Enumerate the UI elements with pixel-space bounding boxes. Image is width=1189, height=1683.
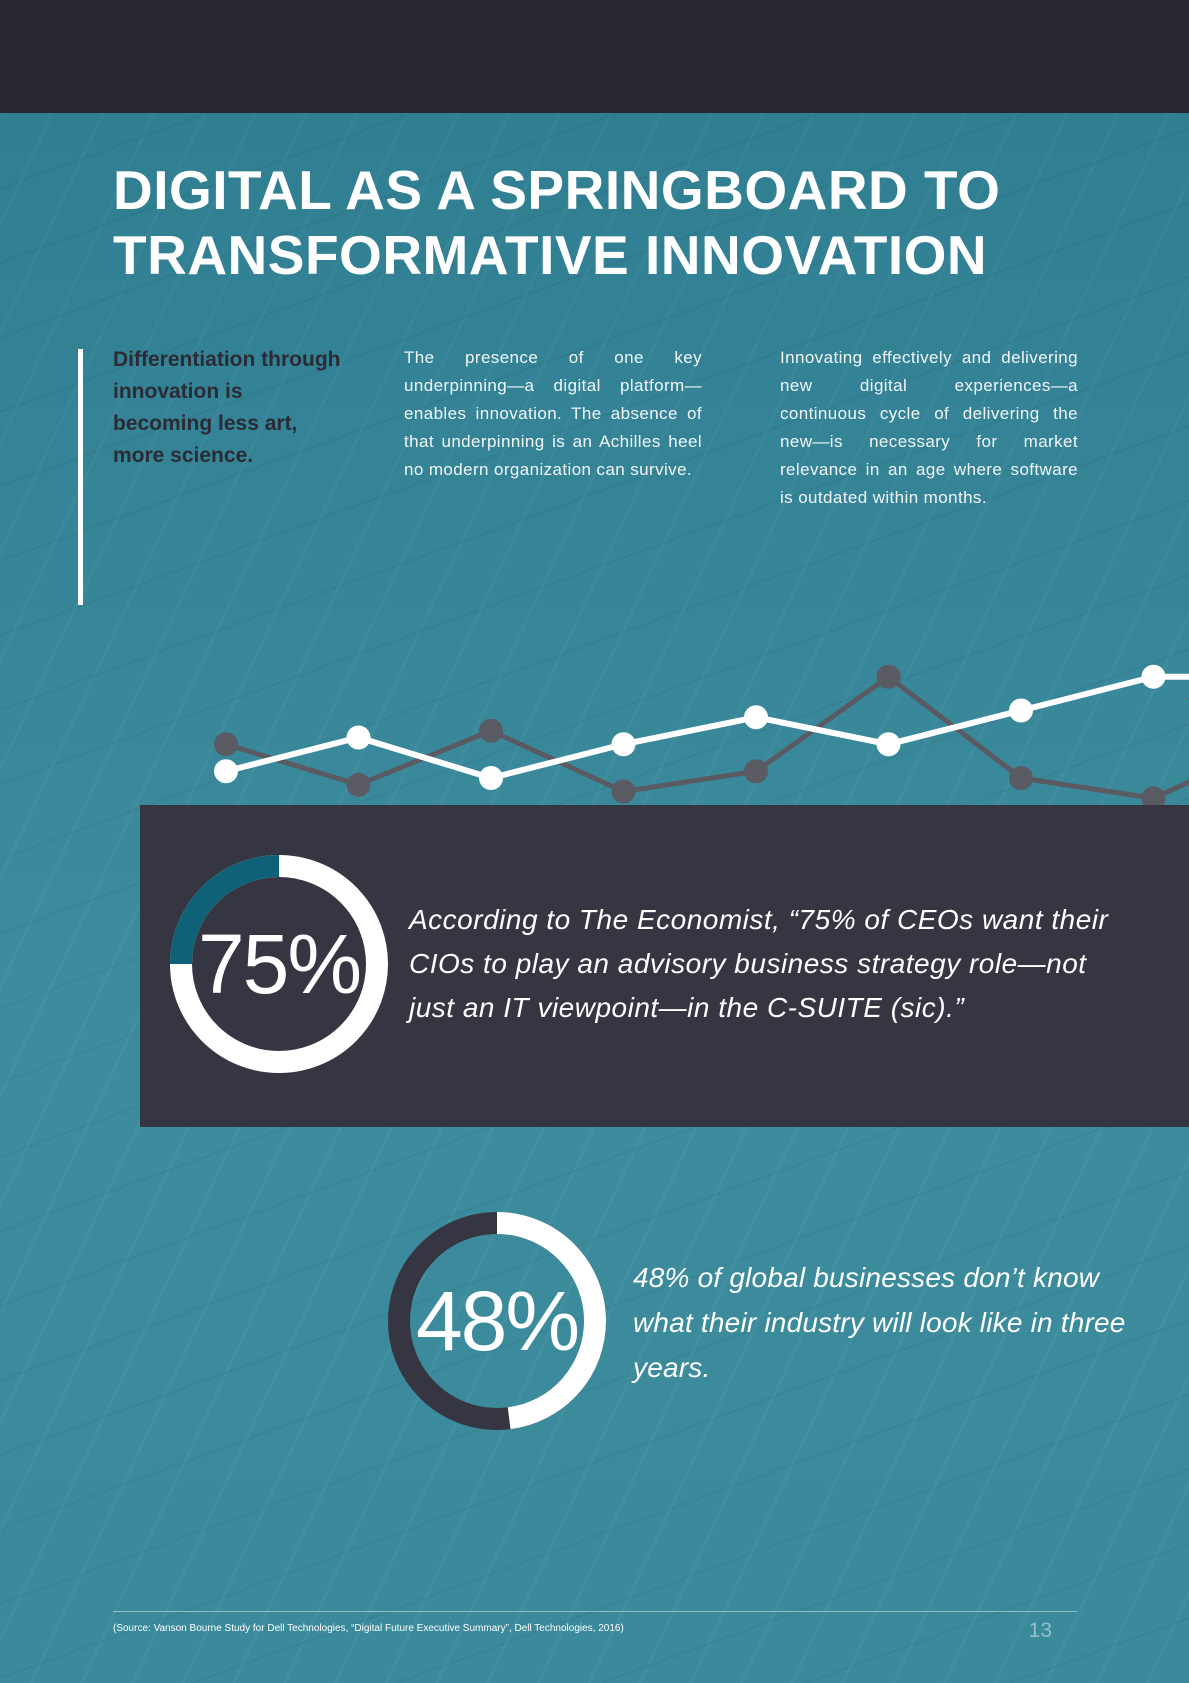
chart-point-s1-1 [214, 732, 238, 757]
chart-point-s2-3 [479, 766, 503, 790]
chart-point-s1-4 [611, 779, 636, 804]
decorative-line-chart [214, 664, 1189, 810]
donut-48: 48% [386, 1210, 608, 1432]
page-title-line-2: TRANSFORMATIVE INNOVATION [113, 224, 988, 286]
donut-75-segment [170, 855, 388, 1073]
chart-point-s2-5 [744, 705, 768, 730]
chart-point-s1-3 [479, 718, 503, 743]
chart-point-s1-6 [876, 664, 901, 689]
page-title: DIGITAL AS A SPRINGBOARD TO TRANSFORMATI… [113, 158, 1000, 288]
donut-48-ring [388, 1212, 606, 1430]
chart-point-s1-8 [1141, 786, 1166, 810]
quote-panel [140, 805, 1189, 1127]
global-business-stat: 48% of global businesses don’t know what… [633, 1262, 1126, 1383]
chart-point-s2-6 [876, 732, 901, 757]
body-column-2: Innovating effectively and delivering ne… [780, 348, 1078, 507]
chart-point-s1-7 [1009, 766, 1033, 790]
donut-48-value: 48% [415, 1273, 580, 1368]
donut-75: 75% [168, 853, 390, 1075]
body-column-1: The presence of one key underpinning—a d… [404, 348, 702, 479]
chart-point-s2-1 [214, 759, 238, 784]
chart-point-s2-7 [1009, 698, 1033, 723]
donut-75-value: 75% [197, 916, 362, 1011]
chart-series-2-line [225, 673, 1189, 782]
accent-line [78, 349, 83, 605]
chart-point-s2-4 [611, 732, 636, 757]
economist-quote: According to The Economist, “75% of CEOs… [409, 904, 1109, 1023]
lead-statement: Differentiation through innovation is be… [113, 348, 341, 467]
chart-point-s2-8 [1141, 664, 1166, 689]
donut-48-segment [388, 1212, 606, 1430]
chart-point-s1-5 [744, 759, 768, 784]
source-citation: (Source: Vanson Bourne Study for Dell Te… [113, 1623, 624, 1634]
donut-75-ring [170, 855, 388, 1073]
chart-point-s1-2 [346, 772, 371, 797]
footer-rule [113, 1611, 1077, 1612]
page-number: 13 [1028, 1619, 1052, 1642]
top-bar [0, 0, 1189, 113]
chart-point-s2-2 [346, 725, 371, 750]
page-title-line-1: DIGITAL AS A SPRINGBOARD TO [113, 159, 1001, 221]
